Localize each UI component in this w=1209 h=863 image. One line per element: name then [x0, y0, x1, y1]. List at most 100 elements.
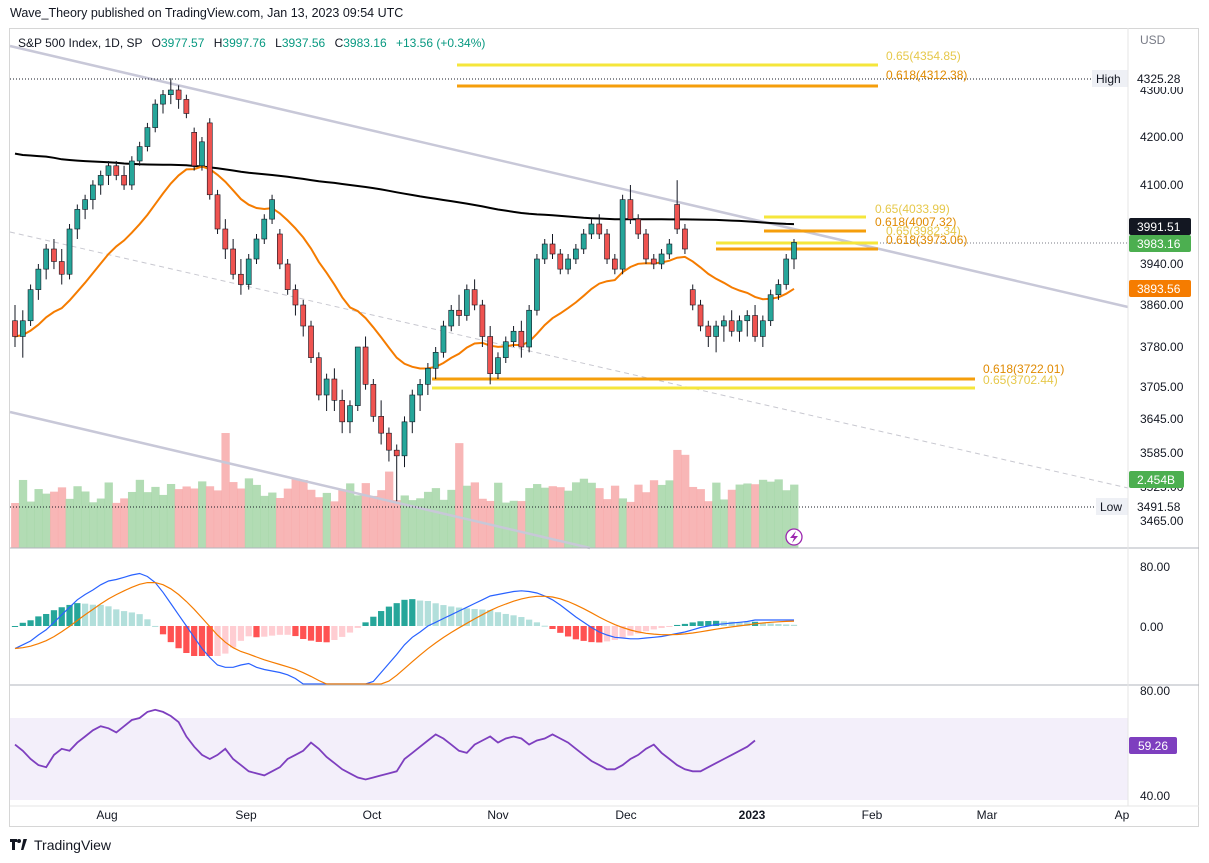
volume-bar	[455, 443, 464, 548]
macd-histogram-bar	[479, 609, 486, 626]
candle	[760, 315, 766, 347]
fib-level-label: 0.618(3973.06)	[886, 233, 967, 247]
macd-histogram-bar	[611, 626, 618, 640]
macd-histogram-bar	[619, 626, 626, 638]
last-price-tag-bg	[1129, 235, 1191, 252]
macd-histogram-bar	[315, 626, 322, 642]
candle-body	[214, 194, 221, 230]
macd-histogram-bar	[533, 622, 541, 626]
volume-bar	[112, 502, 121, 548]
rsi-tick-label: 80.00	[1140, 684, 1170, 698]
volume-bar	[369, 495, 378, 548]
candle	[604, 229, 610, 264]
volume-bar	[18, 479, 28, 548]
volume-bar	[626, 501, 635, 548]
volume-bar	[595, 488, 604, 548]
legend-h-label: H	[214, 36, 223, 50]
candle-body	[206, 122, 213, 196]
volume-bar	[610, 485, 620, 548]
volume-bar	[392, 500, 402, 548]
candle	[448, 305, 455, 332]
channel-lower-line	[9, 410, 591, 550]
volume-bar	[712, 482, 721, 548]
volume-bar	[268, 492, 277, 548]
candle	[425, 363, 431, 395]
candle-body	[269, 199, 275, 220]
volume-bar	[525, 488, 534, 548]
candle-body	[495, 357, 501, 374]
volume-bar	[774, 479, 783, 548]
candle	[456, 294, 462, 326]
candle-body	[635, 218, 642, 235]
candle-body	[191, 132, 198, 167]
candle-body	[783, 258, 790, 285]
candle-body	[12, 320, 18, 337]
candle-body	[315, 357, 322, 396]
candle	[152, 99, 159, 133]
low-label: Low	[1100, 500, 1122, 514]
candle-body	[401, 421, 408, 457]
macd-histogram-bar	[206, 626, 213, 656]
volume-bar	[190, 488, 199, 548]
volume-bar	[135, 479, 145, 548]
macd-histogram-bar	[674, 624, 681, 626]
candle-body	[502, 341, 509, 358]
macd-histogram-bar	[167, 626, 174, 643]
macd-histogram-bar	[323, 626, 330, 643]
candle-body	[728, 320, 735, 332]
macd-histogram-bar	[463, 608, 470, 626]
macd-histogram-bar	[191, 626, 198, 656]
candle-body	[347, 405, 353, 423]
candle-body	[611, 258, 618, 270]
volume-bar	[361, 483, 370, 548]
macd-histogram-bar	[385, 606, 393, 626]
candle-body	[51, 248, 57, 262]
candle	[206, 118, 213, 200]
tradingview-brand: TradingView	[10, 837, 111, 853]
rsi-tag: 59.26	[1138, 739, 1168, 753]
time-tick-label: 2023	[739, 808, 766, 822]
candle	[51, 239, 57, 270]
time-tick-label: Sep	[235, 808, 257, 822]
channel-mid-dashed-line	[9, 231, 1129, 489]
macd-histogram-bar	[744, 622, 751, 626]
macd-histogram-bar	[510, 615, 517, 626]
volume-bar	[50, 491, 59, 548]
macd-histogram-bar	[455, 607, 463, 626]
candle-body	[573, 248, 579, 260]
candle-body	[456, 309, 462, 316]
candle-body	[682, 228, 688, 250]
candle	[417, 379, 423, 411]
macd-histogram-bar	[658, 626, 665, 629]
price-axis: 4300.004200.004100.004020.003940.003860.…	[10, 28, 1199, 807]
candle	[284, 259, 291, 295]
fib-level-label: 0.618(4007.32)	[875, 215, 956, 229]
price-tick-label: 3585.00	[1140, 446, 1184, 460]
volume-bar	[470, 482, 480, 548]
macd-histogram-bar	[635, 626, 642, 634]
fib-level-label: 0.65(3702.44)	[983, 373, 1058, 387]
time-axis: Aug Sep Oct Nov Dec 2023 Feb Mar Ap	[96, 808, 1129, 822]
candle	[378, 400, 384, 445]
volume-bar	[275, 497, 285, 548]
macd-histogram-bar	[354, 626, 361, 628]
candle	[191, 127, 198, 171]
candle	[175, 85, 182, 109]
macd-histogram-bar	[526, 619, 533, 626]
candle	[666, 239, 673, 259]
candle-body	[767, 294, 774, 322]
macd-histogram-bar	[183, 626, 190, 654]
macd-histogram-bar	[346, 626, 354, 633]
volume-bar	[509, 500, 518, 548]
macd-tick-label: 0.00	[1140, 620, 1164, 634]
candle	[308, 320, 314, 363]
macd-histogram-bar	[572, 626, 579, 640]
low-value: 3491.58	[1137, 500, 1181, 514]
candle-body	[378, 416, 384, 434]
candle	[596, 214, 603, 239]
volume-bar	[462, 485, 472, 548]
macd-histogram-bar	[159, 626, 167, 635]
volume-bar	[719, 499, 729, 548]
macd-histogram-bar	[471, 609, 478, 626]
